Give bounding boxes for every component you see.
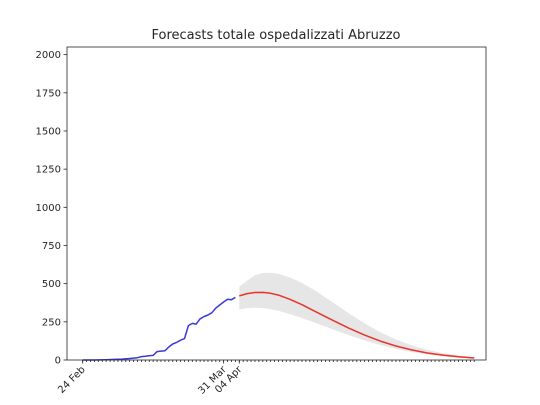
forecast-series-line: [239, 291, 475, 359]
y-tick-label: 500: [42, 279, 61, 290]
y-tick-label: 1750: [36, 88, 61, 99]
y-tick-label: 1250: [36, 165, 61, 176]
chart-title: Forecasts totale ospedalizzati Abruzzo: [152, 28, 401, 43]
y-axis: 0 250 500 750 1000 1250 1500 1750 2000: [36, 50, 67, 367]
plot-frame: [66, 46, 487, 361]
y-tick-label: 0: [55, 356, 61, 367]
y-tick-label: 1000: [36, 203, 61, 214]
y-tick-label: 2000: [36, 50, 61, 61]
y-tick-label: 250: [42, 317, 61, 328]
y-tick-label: 750: [42, 241, 61, 252]
x-tick-label: 24 Feb: [56, 364, 88, 396]
observed-series-line: [82, 296, 236, 361]
plot-layer: [82, 272, 475, 361]
forecast-confidence-band: [239, 272, 475, 359]
y-tick-label: 1500: [36, 126, 61, 137]
